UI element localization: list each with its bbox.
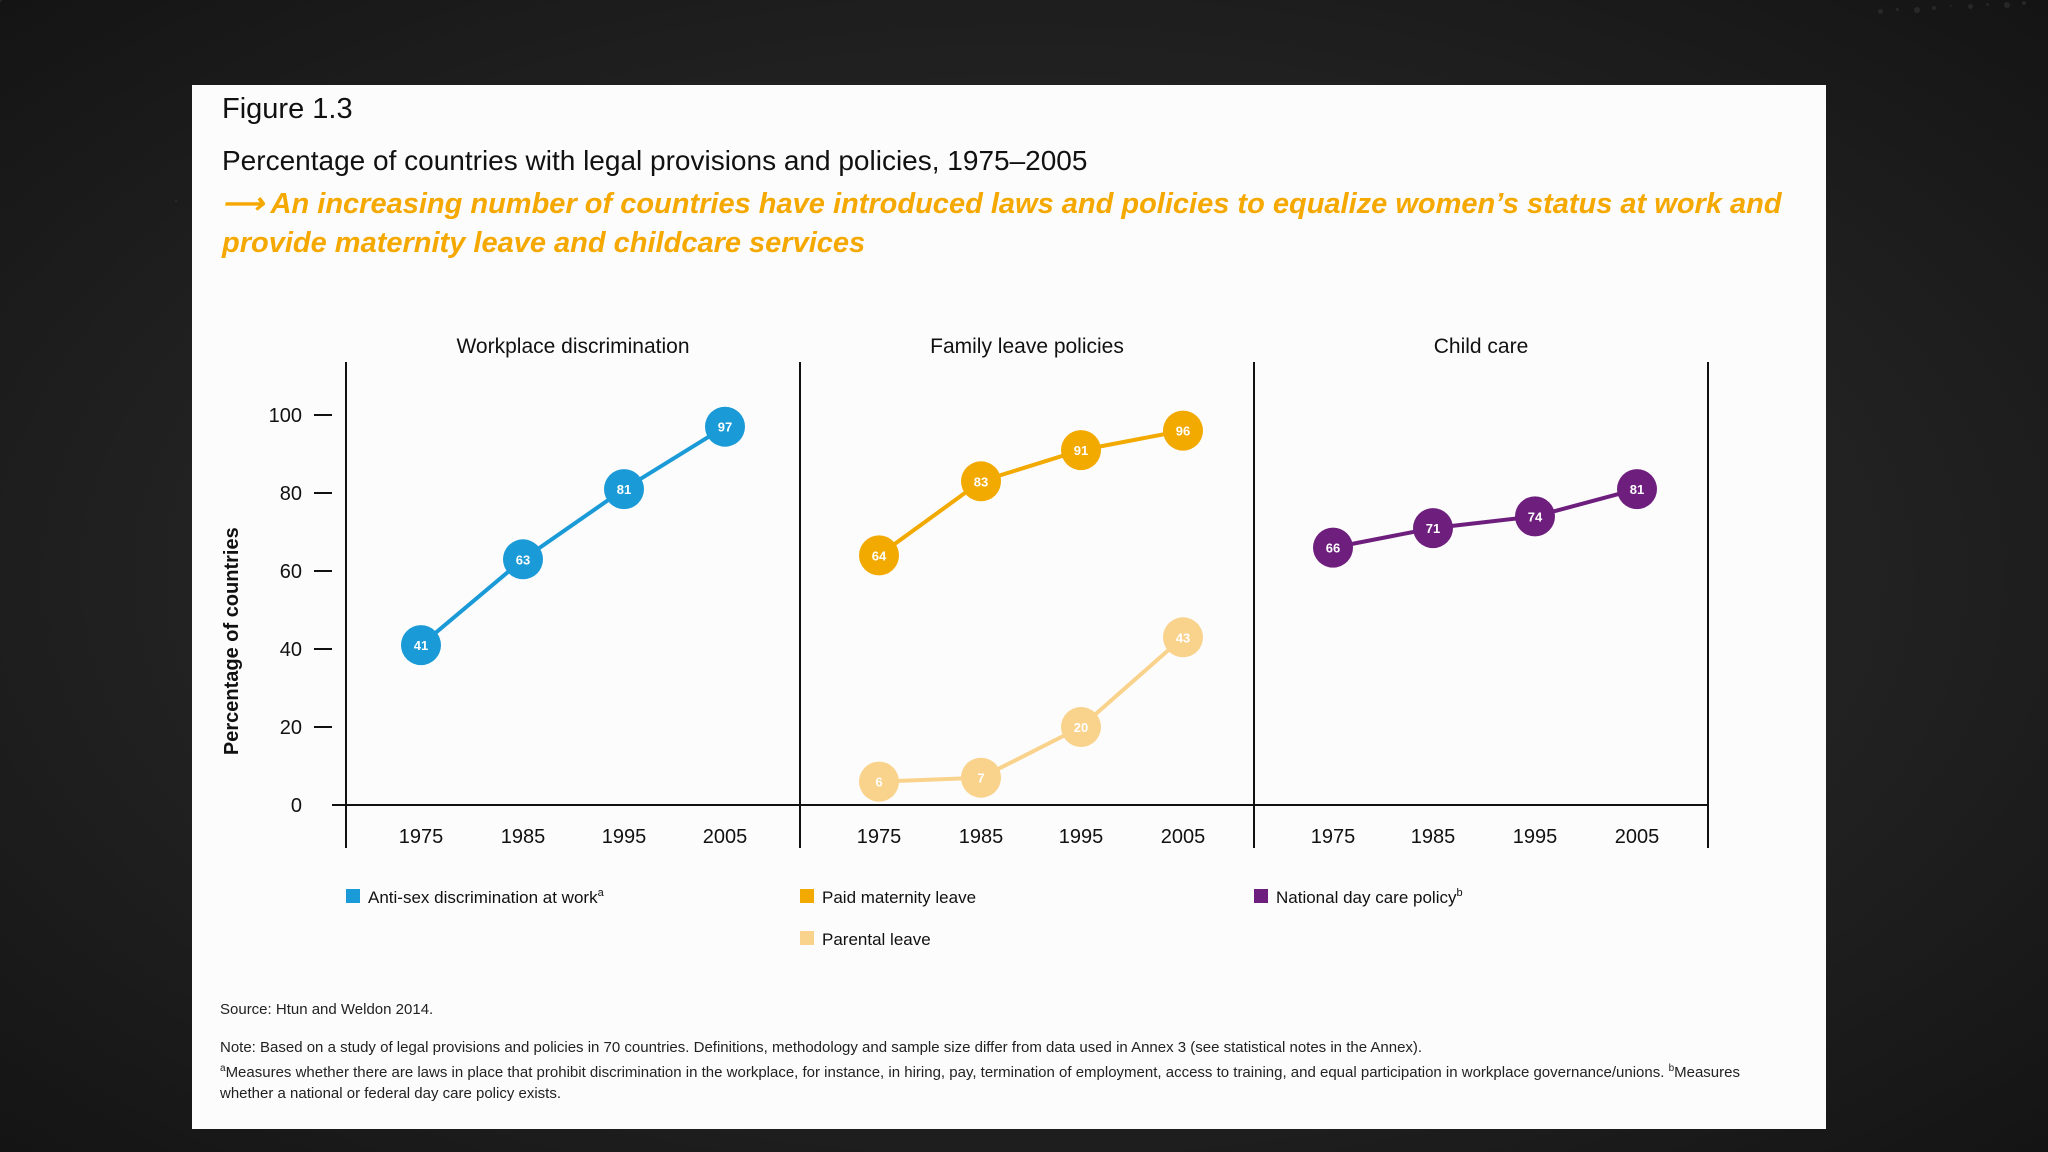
chalk-speck (175, 200, 177, 202)
y-tick-label: 40 (280, 639, 302, 661)
data-point (859, 761, 899, 802)
chalk-speck (1878, 9, 1883, 14)
legend-label: Anti-sex discrimination at worka (368, 887, 605, 907)
footnote-line: Note: Based on a study of legal provisio… (220, 1039, 1423, 1056)
legend-label: Paid maternity leave (822, 888, 976, 907)
data-label: 96 (1176, 424, 1190, 439)
data-point (1061, 707, 1101, 747)
x-tick-label: 1995 (602, 826, 647, 848)
x-tick-label: 1975 (399, 826, 444, 848)
data-label: 71 (1426, 521, 1440, 536)
y-tick-label: 100 (269, 405, 302, 427)
data-label: 41 (414, 638, 428, 653)
panel-title: Family leave policies (930, 335, 1124, 358)
y-tick-label: 20 (280, 717, 302, 739)
x-tick-label: 2005 (703, 826, 748, 848)
y-tick-label: 0 (291, 795, 302, 817)
data-point (1617, 469, 1657, 510)
data-point (859, 535, 899, 576)
data-point (604, 469, 644, 510)
chalk-speck (0, 0, 2, 2)
data-point (1515, 496, 1555, 537)
series-line (419, 424, 727, 647)
data-label: 81 (617, 482, 631, 497)
footnote-b-marker: b (1668, 1063, 1675, 1074)
panel-title: Child care (1434, 335, 1529, 358)
data-label: 83 (974, 474, 988, 489)
x-tick-label: 1995 (1513, 826, 1558, 848)
chalk-speck (1932, 6, 1936, 10)
data-point (961, 461, 1001, 502)
figure-label: Figure 1.3 (222, 93, 353, 125)
x-tick-label: 2005 (1615, 826, 1660, 848)
data-label: 63 (516, 552, 530, 567)
legend-superscript: a (598, 887, 605, 899)
footnote: Note: Based on a study of legal provisio… (220, 1037, 1760, 1104)
data-label: 43 (1176, 630, 1190, 645)
chalk-speck (1968, 4, 1973, 9)
footnote-a: aMeasures whether there are laws in plac… (220, 1058, 1760, 1104)
legend-label: National day care policyb (1276, 887, 1463, 907)
chalk-speck (1896, 8, 1899, 11)
series-line (878, 635, 1185, 784)
footnote-a-marker: a (220, 1063, 226, 1074)
data-label: 20 (1074, 720, 1088, 735)
data-label: 6 (875, 775, 882, 790)
legend-superscript: b (1456, 887, 1462, 899)
data-label: 66 (1326, 541, 1340, 556)
y-tick-label: 60 (280, 561, 302, 583)
y-tick-label: 80 (280, 483, 302, 505)
legend-swatch (346, 889, 360, 903)
data-point (1313, 527, 1353, 568)
chart-svg: 0 20 40 60 80 100 Percentage of countries Workp… (221, 335, 1709, 949)
chalk-speck (1950, 5, 1952, 7)
data-point (1061, 430, 1101, 471)
x-tick-label: 1985 (959, 826, 1004, 848)
x-tick-label: 1985 (501, 826, 546, 848)
chalk-speck (1914, 7, 1920, 13)
series-line (877, 428, 1184, 558)
data-label: 64 (872, 548, 887, 563)
panel-title: Workplace discrimination (456, 335, 689, 358)
chalk-speck (2004, 2, 2010, 8)
chalk-speck (1986, 3, 1989, 6)
data-point (1163, 410, 1203, 451)
legend-swatch (800, 931, 814, 945)
data-label: 97 (718, 420, 732, 435)
legend-swatch (1254, 889, 1268, 903)
y-axis-label: Percentage of countries (221, 527, 243, 755)
data-label: 7 (977, 771, 984, 786)
data-point (401, 625, 441, 666)
data-point (1413, 508, 1453, 549)
x-tick-label: 1975 (1311, 826, 1356, 848)
data-point (705, 406, 745, 447)
figure-card: Figure 1.3 Percentage of countries with … (192, 85, 1826, 1129)
series-line (1332, 487, 1638, 550)
legend-label: Parental leave (822, 930, 931, 949)
x-tick-label: 1985 (1411, 826, 1456, 848)
data-point (503, 539, 543, 580)
data-point (1163, 617, 1203, 658)
x-tick-label: 1995 (1059, 826, 1104, 848)
data-label: 81 (1630, 482, 1644, 497)
chart-title: Percentage of countries with legal provi… (222, 145, 1088, 176)
data-label: 91 (1074, 443, 1088, 458)
chart-subtitle: ⟶ An increasing number of countries have… (222, 188, 1782, 259)
data-point (961, 757, 1001, 798)
x-tick-label: 1975 (857, 826, 902, 848)
footnote-b-text: Measures whether a national or federal d… (220, 1064, 1740, 1102)
legend-swatch (800, 889, 814, 903)
chalk-speck (2022, 1, 2026, 5)
x-tick-label: 2005 (1161, 826, 1206, 848)
source-note: Source: Htun and Weldon 2014. (220, 1001, 434, 1018)
data-label: 74 (1528, 509, 1543, 524)
footnote-a-text: Measures whether there are laws in place… (225, 1064, 1665, 1081)
